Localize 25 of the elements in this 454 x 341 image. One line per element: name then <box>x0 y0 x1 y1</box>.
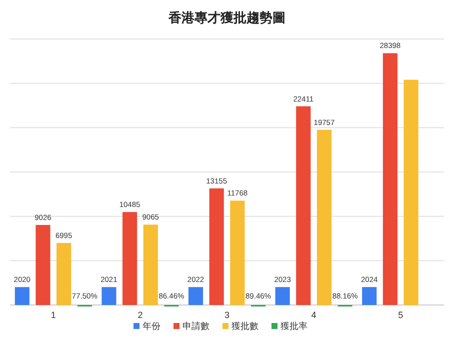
legend-label: 獲批率 <box>280 321 308 331</box>
x-tick-label: 2 <box>138 310 143 320</box>
legend-label: 申請數 <box>182 321 210 331</box>
x-tick-label: 4 <box>311 310 316 320</box>
bar <box>362 287 377 305</box>
x-tick-label: 1 <box>50 310 56 320</box>
bar <box>275 287 290 305</box>
x-tick-label: 5 <box>398 310 404 320</box>
bar <box>56 242 72 305</box>
bar <box>296 106 311 305</box>
legend-label: 獲批數 <box>232 321 258 331</box>
chart-title: 香港專才獲批趨勢圖 <box>168 10 286 25</box>
bar <box>382 53 398 305</box>
bar <box>209 188 224 305</box>
bar <box>188 287 204 305</box>
bar <box>102 287 116 305</box>
bar <box>143 224 158 305</box>
bar <box>14 287 30 305</box>
legend-label: 年份 <box>142 321 160 331</box>
bar <box>316 130 332 305</box>
x-tick-label: 3 <box>224 310 230 320</box>
bar <box>404 80 418 305</box>
bar <box>122 212 138 305</box>
bar <box>230 200 245 305</box>
bar <box>36 224 50 305</box>
